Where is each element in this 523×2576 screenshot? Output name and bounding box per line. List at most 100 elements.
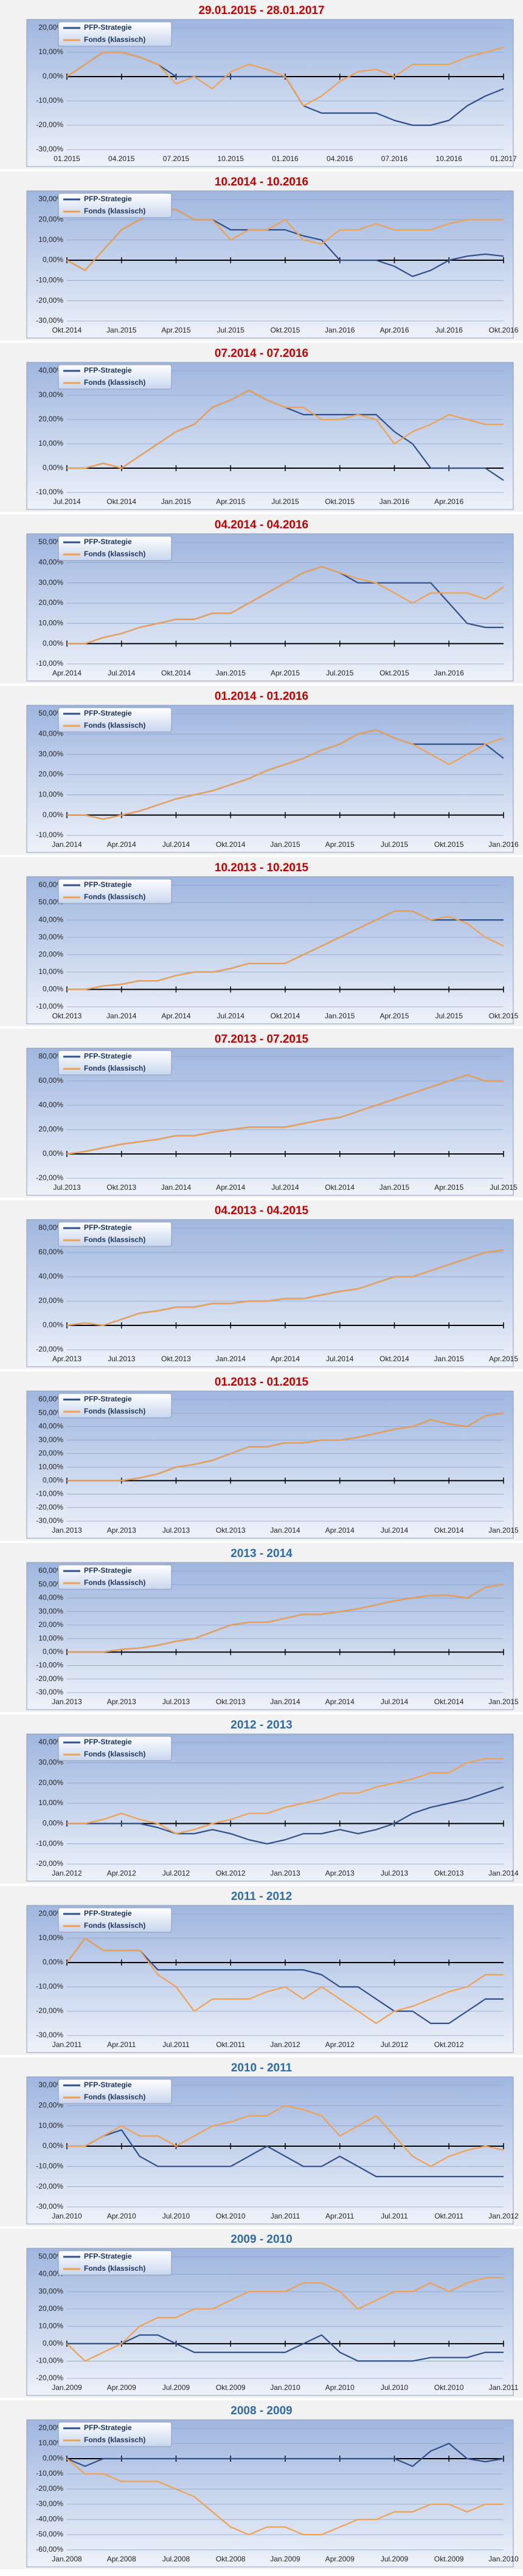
y-tick-label: -60,00% — [36, 2545, 63, 2554]
x-tick-label: Okt.2016 — [489, 326, 519, 334]
y-tick-label: -10,00% — [36, 96, 63, 105]
y-tick-label: 10,00% — [38, 967, 63, 976]
x-tick-label: Jul.2014 — [381, 1697, 409, 1706]
x-tick-label: Jan.2015 — [325, 1012, 355, 1020]
x-tick-label: Apr.2010 — [107, 2212, 136, 2220]
series-line — [67, 910, 504, 990]
y-tick-label: 0,00% — [43, 1648, 63, 1656]
legend-label: Fonds (klassisch) — [84, 1235, 145, 1244]
x-tick-label: Jul.2010 — [381, 2383, 409, 2392]
x-tick-label: Jan.2016 — [488, 840, 519, 849]
chart: 07.2014 - 07.2016 40,00% 30,00% 20,00% 10,00… — [0, 343, 523, 512]
legend-box — [58, 1050, 172, 1076]
y-tick-label: 0,00% — [43, 1321, 63, 1329]
y-tick-label: -20,00% — [36, 1345, 63, 1353]
y-tick-label: 30,00% — [38, 195, 63, 203]
y-tick-label: -10,00% — [36, 659, 63, 668]
x-tick-label: 10.2016 — [436, 154, 463, 163]
x-tick-label: Apr.2013 — [52, 1355, 81, 1363]
x-tick-label: Jan.2014 — [270, 1697, 300, 1706]
y-tick-label: 40,00% — [38, 1100, 63, 1109]
x-tick-label: Okt.2008 — [216, 2555, 246, 2563]
legend-box — [58, 2422, 172, 2447]
legend-label: PFP-Strategie — [84, 2080, 132, 2089]
x-tick-label: Apr.2009 — [107, 2383, 136, 2392]
legend-label: Fonds (klassisch) — [84, 1921, 145, 1930]
legend-label: PFP-Strategie — [84, 1566, 132, 1575]
y-tick-label: 10,00% — [38, 1798, 63, 1807]
x-tick-label: Jan.2014 — [488, 1869, 519, 1877]
x-tick-label: Jan.2012 — [488, 2212, 519, 2220]
legend-box — [58, 364, 172, 390]
series-line — [66, 1937, 504, 2025]
legend-label: Fonds (klassisch) — [84, 550, 145, 558]
x-tick-label: Okt.2009 — [216, 2383, 246, 2392]
x-tick-label: 04.2015 — [108, 154, 135, 163]
legend-label: Fonds (klassisch) — [84, 2093, 145, 2101]
y-tick-label: 50,00% — [38, 898, 63, 906]
x-tick-label: Apr.2013 — [107, 1697, 136, 1706]
y-tick-label: 40,00% — [38, 366, 63, 375]
x-tick-label: 04.2016 — [327, 154, 353, 163]
legend-box — [58, 707, 172, 733]
y-tick-label: 10,00% — [38, 2439, 63, 2447]
x-tick-label: Jan.2013 — [52, 1526, 82, 1535]
x-tick-label: 01.2015 — [54, 154, 80, 163]
x-tick-label: Okt.2012 — [434, 2040, 464, 2049]
x-tick-label: Jan.2015 — [270, 840, 300, 849]
y-tick-label: 30,00% — [38, 1607, 63, 1615]
y-tick-label: -20,00% — [36, 1503, 63, 1511]
y-tick-label: 10,00% — [38, 1462, 63, 1471]
y-tick-label: 60,00% — [38, 880, 63, 889]
y-tick-label: -10,00% — [36, 2357, 63, 2365]
x-tick-label: Okt.2015 — [271, 326, 300, 334]
x-tick-label: Okt.2011 — [434, 2212, 463, 2220]
y-tick-label: -10,00% — [36, 1490, 63, 1498]
x-tick-label: Jan.2015 — [106, 326, 137, 334]
y-tick-label: -20,00% — [36, 2006, 63, 2015]
y-tick-label: 40,00% — [38, 1422, 63, 1431]
y-tick-label: -40,00% — [36, 2515, 63, 2523]
y-tick-label: 20,00% — [38, 1778, 63, 1787]
x-tick-label: Okt.2014 — [271, 1012, 300, 1020]
y-tick-label: 30,00% — [38, 578, 63, 587]
x-tick-label: Apr.2014 — [325, 1697, 355, 1706]
series-line — [67, 729, 504, 820]
chart: 01.2014 - 01.2016 50,00% 40,00% 30,00% 20,00… — [0, 686, 523, 855]
x-tick-label: Okt.2014 — [434, 1697, 464, 1706]
series-line — [66, 2277, 504, 2362]
series-line — [67, 565, 504, 644]
y-tick-label: -20,00% — [36, 1859, 63, 1868]
legend-label: Fonds (klassisch) — [84, 1578, 145, 1587]
y-tick-label: 0,00% — [43, 72, 63, 80]
chart: 04.2013 - 04.2015 80,00% 60,00% 40,00% 20,00… — [0, 1200, 523, 1369]
x-tick-label: Jul.2013 — [53, 1183, 81, 1192]
x-tick-label: Apr.2010 — [325, 2383, 355, 2392]
chart-title: 07.2014 - 07.2016 — [215, 347, 308, 360]
y-tick-label: 20,00% — [38, 1620, 63, 1629]
x-tick-label: Apr.2014 — [271, 1355, 300, 1363]
x-tick-label: Apr.2012 — [325, 2040, 355, 2049]
legend-box — [58, 21, 172, 47]
x-tick-label: Jan.2010 — [270, 2383, 300, 2392]
chart: 10.2013 - 10.2015 60,00% 50,00% 40,00% 30,00… — [0, 857, 523, 1026]
chart-frame — [26, 190, 514, 339]
y-tick-label: 50,00% — [38, 2252, 63, 2260]
y-tick-label: 40,00% — [38, 1272, 63, 1280]
x-tick-label: Apr.2013 — [325, 1869, 355, 1877]
x-tick-label: Jul.2014 — [108, 669, 136, 677]
x-tick-label: Jul.2014 — [217, 1012, 245, 1020]
y-tick-label: 0,00% — [43, 1819, 63, 1828]
x-tick-label: Jan.2016 — [379, 497, 410, 506]
x-tick-label: Okt.2015 — [325, 497, 355, 506]
y-tick-label: 30,00% — [38, 390, 63, 399]
y-tick-label: -20,00% — [36, 2374, 63, 2382]
x-tick-label: Okt.2013 — [434, 1869, 464, 1877]
legend-box — [58, 1393, 172, 1418]
chart: 2009 - 2010 50,00% 40,00% 30,00% 20,00% 10,00… — [0, 2229, 523, 2398]
chart-title: 2013 - 2014 — [230, 1547, 293, 1560]
y-tick-label: 30,00% — [38, 750, 63, 758]
y-tick-label: 0,00% — [43, 1149, 63, 1158]
y-tick-label: 10,00% — [38, 439, 63, 447]
x-tick-label: Apr.2015 — [325, 840, 355, 849]
